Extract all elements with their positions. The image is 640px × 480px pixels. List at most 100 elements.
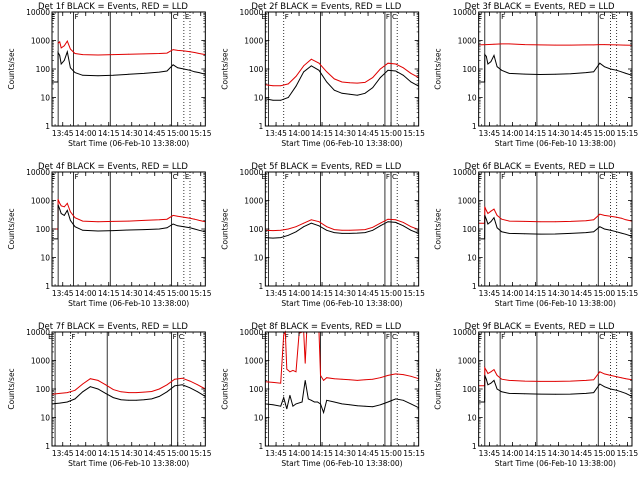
data-point (402, 67, 404, 69)
data-point (616, 216, 618, 218)
data-point (496, 375, 498, 376)
data-point (63, 215, 65, 216)
data-point (599, 371, 601, 373)
y-tick-label: 1000 (31, 37, 50, 46)
data-point (356, 232, 358, 234)
data-point (74, 217, 76, 219)
data-point (364, 92, 366, 94)
marker-label: E (51, 173, 55, 181)
series-line-events-0 (265, 380, 419, 415)
data-point (395, 219, 397, 221)
data-point (303, 65, 305, 67)
marker-label: C (173, 13, 178, 21)
data-point (593, 44, 595, 46)
data-point (287, 228, 289, 230)
data-point (484, 375, 486, 376)
data-point (379, 222, 381, 224)
y-axis-label: Counts/sec (7, 48, 16, 89)
data-point (604, 386, 605, 388)
data-point (89, 378, 91, 380)
data-point (508, 380, 510, 381)
marker-label: C (179, 333, 184, 341)
marker-label: E (185, 13, 189, 21)
y-axis-label: Counts/sec (434, 208, 443, 249)
marker-label: E (478, 13, 482, 21)
data-point (508, 233, 510, 234)
data-point (128, 399, 130, 401)
data-point (314, 401, 315, 403)
data-point (349, 229, 351, 231)
y-tick-label: 10 (254, 414, 264, 423)
data-point (295, 231, 297, 233)
data-point (524, 233, 526, 235)
x-tick-label: 14:15 (525, 449, 547, 458)
data-point (349, 82, 351, 84)
data-point (303, 226, 305, 228)
marker-label: E (612, 333, 616, 341)
data-point (349, 93, 351, 95)
data-point (59, 208, 61, 210)
data-point (593, 231, 595, 233)
y-tick-label: 100 (462, 225, 477, 234)
data-point (610, 68, 611, 70)
data-point (604, 215, 605, 216)
x-tick-label: 14:30 (548, 449, 570, 458)
data-point (484, 401, 485, 403)
x-tick-label: 14:45 (357, 449, 379, 458)
y-tick-label: 100 (249, 385, 264, 394)
x-axis-label: Start Time (06-Feb-10 13:38:00) (495, 299, 616, 308)
data-point (364, 232, 366, 234)
y-tick-label: 10000 (26, 8, 50, 17)
data-point (172, 64, 174, 66)
data-point (172, 49, 174, 50)
x-tick-label: 15:15 (190, 129, 212, 138)
data-point (364, 405, 366, 407)
y-axis-label: Counts/sec (220, 368, 229, 409)
data-point (496, 227, 498, 229)
x-tick-label: 13:45 (479, 129, 501, 138)
data-point (341, 378, 343, 380)
data-point (66, 202, 68, 204)
data-point (63, 60, 65, 61)
x-tick-label: 14:15 (525, 129, 547, 138)
marker-label: E (48, 333, 52, 341)
data-point (372, 87, 374, 89)
data-point (490, 382, 492, 384)
x-tick-label: 15:15 (617, 449, 639, 458)
data-point (395, 63, 397, 65)
x-tick-label: 14:30 (334, 289, 356, 298)
data-point (349, 379, 351, 381)
data-point (158, 388, 160, 390)
y-tick-label: 10000 (453, 168, 477, 177)
x-tick-label: 14:30 (548, 129, 570, 138)
marker-label: C (392, 173, 397, 181)
data-point (620, 71, 622, 73)
x-tick-label: 13:45 (52, 129, 74, 138)
x-tick-label: 15:00 (167, 129, 189, 138)
data-point (585, 220, 587, 222)
data-point (295, 226, 297, 228)
data-point (181, 377, 183, 379)
data-point (599, 44, 601, 45)
data-point (143, 391, 145, 393)
y-tick-label: 10 (467, 94, 477, 103)
y-axis-label: Counts/sec (220, 208, 229, 249)
data-point (280, 99, 282, 101)
series-line-lld-1 (478, 206, 633, 224)
marker-label: F (74, 173, 78, 181)
data-point (304, 362, 306, 364)
data-point (166, 52, 168, 54)
data-point (283, 334, 285, 336)
data-point (280, 229, 282, 231)
data-point (599, 383, 601, 385)
data-point (341, 229, 343, 231)
data-point (485, 370, 487, 371)
marker-label: F (386, 13, 390, 21)
data-point (166, 218, 168, 220)
x-tick-label: 15:15 (190, 289, 212, 298)
marker-label: E (185, 173, 189, 181)
x-axis-label: Start Time (06-Feb-10 13:38:00) (281, 299, 402, 308)
data-point (554, 393, 556, 395)
data-point (307, 398, 309, 400)
